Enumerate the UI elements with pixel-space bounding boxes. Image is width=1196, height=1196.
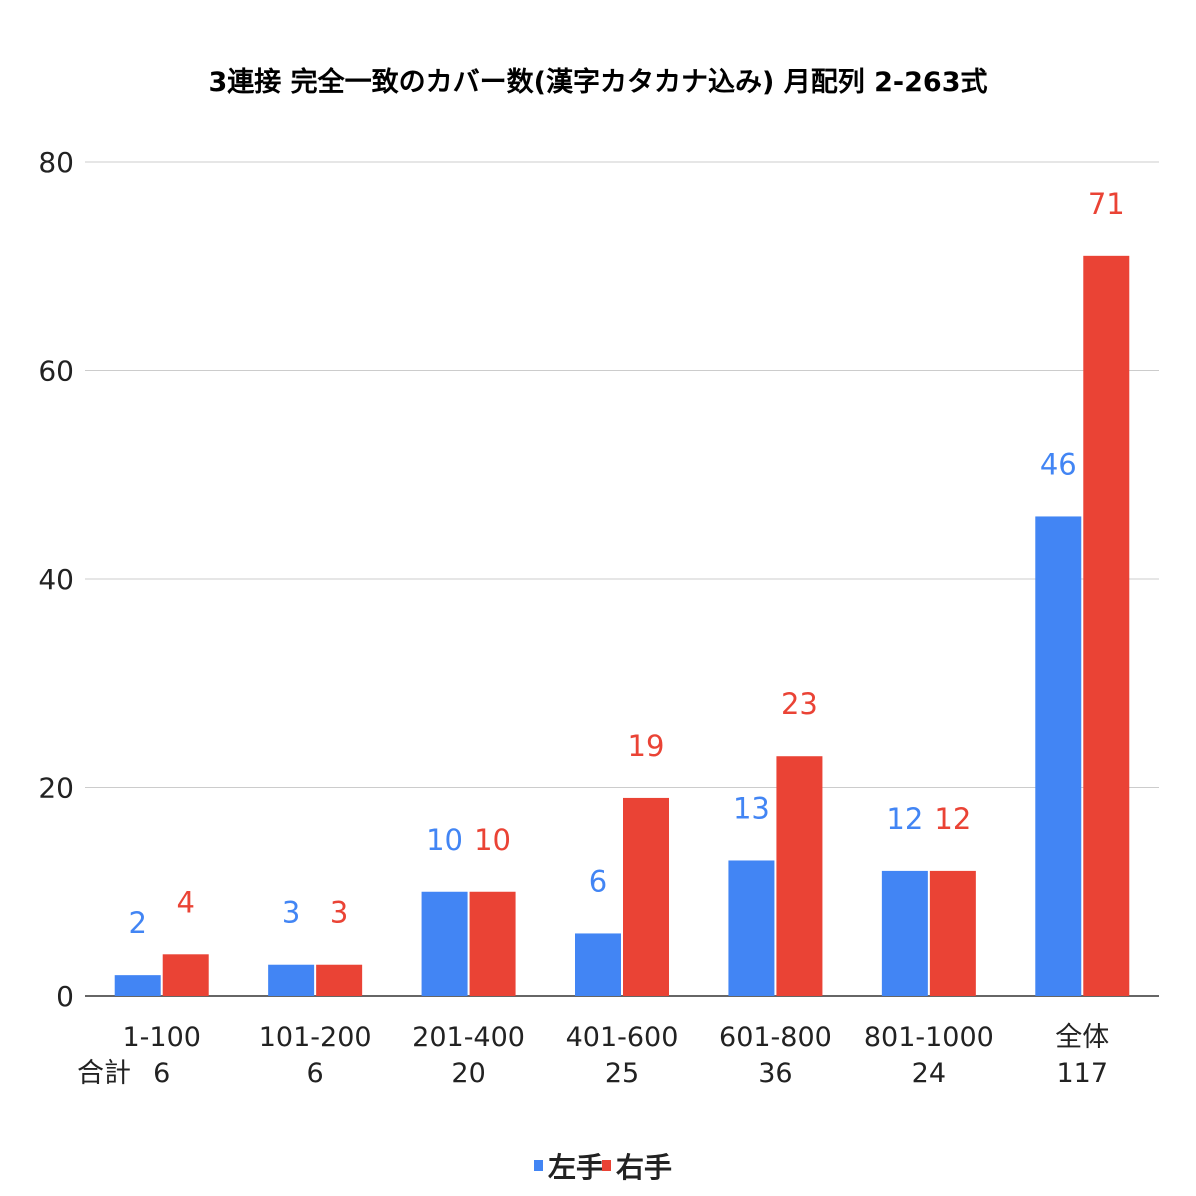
total-label: 25 (605, 1058, 639, 1089)
chart-title: 3連接 完全一致のカバー数(漢字カタカナ込み) 月配列 2-263式 (208, 66, 987, 98)
data-label: 12 (934, 802, 971, 836)
data-label: 3 (330, 896, 348, 930)
bar (1035, 516, 1082, 996)
total-label: 24 (912, 1058, 946, 1089)
total-label: 6 (153, 1058, 170, 1089)
bar (316, 964, 363, 996)
bar (469, 891, 516, 996)
data-label: 6 (589, 864, 607, 898)
total-label: 20 (451, 1058, 485, 1089)
gridlines (85, 161, 1159, 788)
total-label: 36 (758, 1058, 792, 1089)
data-label: 46 (1040, 447, 1077, 481)
y-tick-label: 20 (38, 772, 74, 805)
bar (776, 756, 823, 996)
legend-swatch (602, 1160, 611, 1171)
total-label: 6 (307, 1058, 324, 1089)
bar (929, 870, 976, 996)
y-tick-label: 60 (38, 355, 74, 388)
data-label: 12 (886, 802, 923, 836)
legend-label: 右手 (616, 1151, 672, 1184)
totals-row-label: 合計 (77, 1058, 131, 1089)
x-tick-label: 201-400 (412, 1022, 525, 1053)
bar (575, 933, 621, 996)
data-label: 10 (426, 823, 463, 857)
data-label: 2 (128, 906, 146, 940)
legend: 左手 右手 (534, 1151, 672, 1184)
x-tick-label: 101-200 (259, 1022, 372, 1053)
x-tick-label: 801-1000 (864, 1022, 994, 1053)
y-tick-label: 40 (38, 563, 74, 596)
bar (881, 870, 928, 996)
bar (728, 860, 775, 996)
data-label: 10 (474, 823, 511, 857)
x-tick-label: 全体 (1055, 1022, 1109, 1053)
bar (421, 891, 468, 996)
bar (114, 975, 161, 996)
data-labels: 24 3 3 10 10 6 19 13 23 12 12 46 71 (128, 187, 1124, 940)
y-tick-label: 80 (38, 146, 74, 179)
x-tick-label: 401-600 (566, 1022, 679, 1053)
x-tick-label: 601-800 (719, 1022, 832, 1053)
bar (1083, 255, 1130, 996)
bar (623, 797, 669, 996)
y-tick-label: 0 (56, 980, 74, 1013)
bar (162, 954, 209, 996)
x-axis: 1-100 6 101-200 6 201-400 20 401-600 25 601-800 3… (122, 1022, 1109, 1089)
y-axis: 0 20 40 60 80 (38, 146, 1159, 1013)
data-label: 23 (781, 687, 818, 721)
bars (114, 255, 1130, 996)
bar (268, 964, 315, 996)
legend-label: 左手 (548, 1151, 604, 1184)
x-tick-label: 1-100 (122, 1022, 200, 1053)
data-label: 4 (176, 885, 194, 919)
legend-swatch (534, 1160, 543, 1171)
data-label: 19 (628, 729, 665, 763)
data-label: 71 (1088, 187, 1125, 221)
total-label: 117 (1057, 1058, 1109, 1089)
data-label: 3 (282, 896, 300, 930)
data-label: 13 (733, 791, 770, 825)
